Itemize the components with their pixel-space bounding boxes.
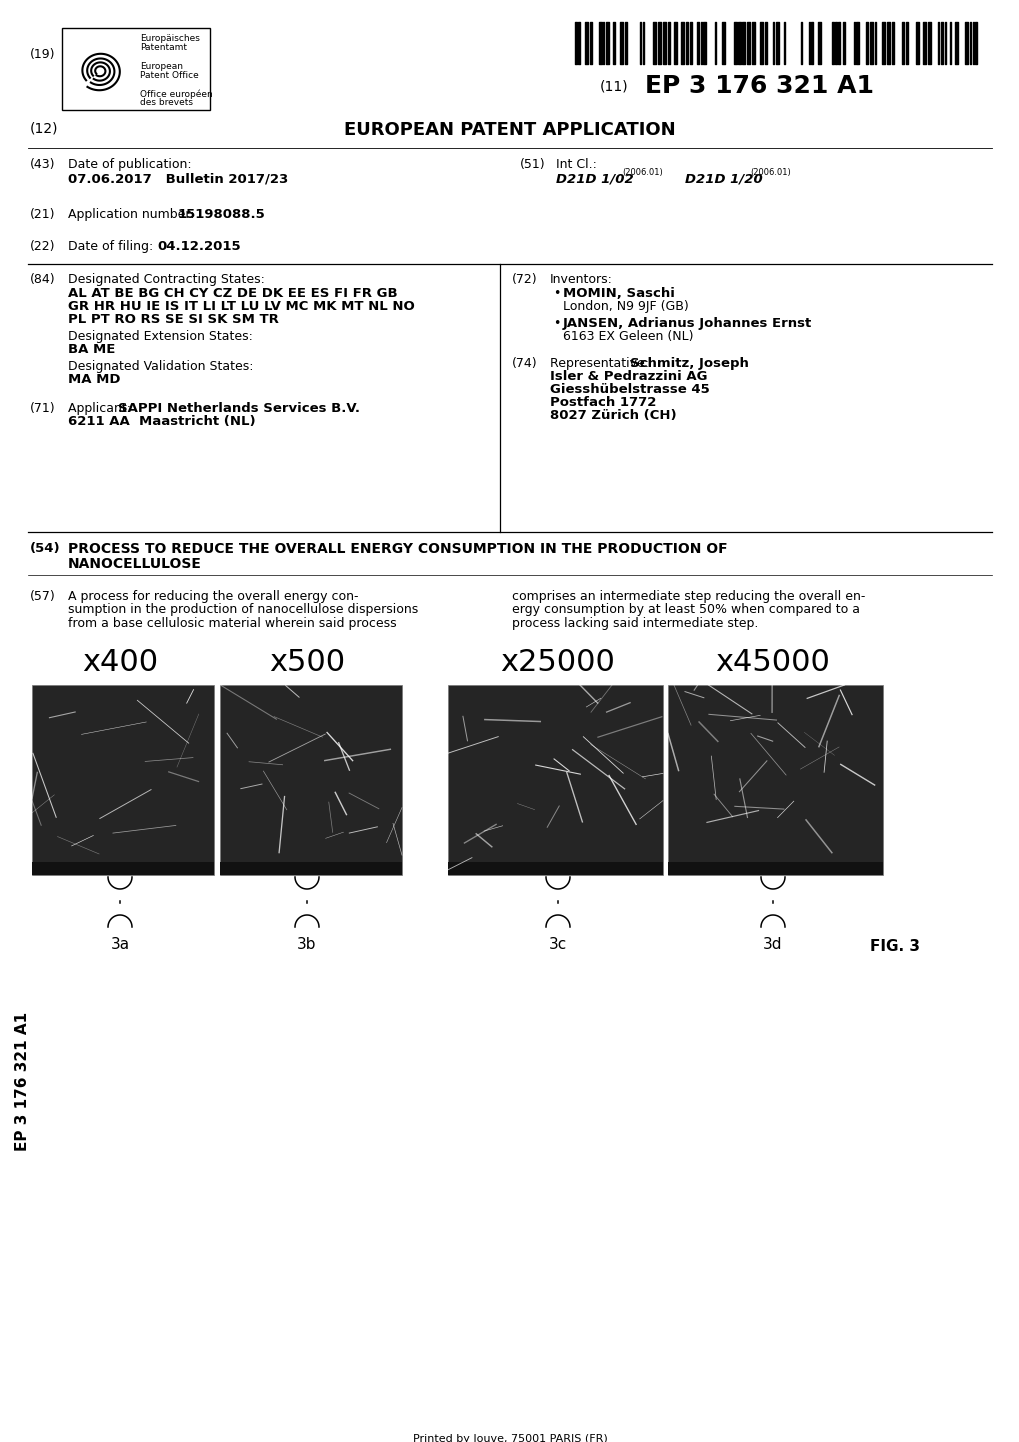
- Text: Office européen: Office européen: [140, 89, 213, 98]
- Text: (21): (21): [30, 208, 55, 221]
- Text: MA MD: MA MD: [68, 373, 120, 386]
- Text: D21D 1/02: D21D 1/02: [555, 172, 633, 185]
- Text: Date of filing:: Date of filing:: [68, 239, 153, 252]
- Text: GR HR HU IE IS IT LI LT LU LV MC MK MT NL NO: GR HR HU IE IS IT LI LT LU LV MC MK MT N…: [68, 300, 415, 313]
- Text: Designated Extension States:: Designated Extension States:: [68, 330, 253, 343]
- Text: Patentamt: Patentamt: [140, 43, 186, 52]
- Text: from a base cellulosic material wherein said process: from a base cellulosic material wherein …: [68, 617, 396, 630]
- Text: Giesshübelstrasse 45: Giesshübelstrasse 45: [549, 384, 709, 397]
- Bar: [667, 862, 882, 875]
- Bar: [220, 862, 401, 875]
- Text: London, N9 9JF (GB): London, N9 9JF (GB): [562, 300, 688, 313]
- Text: NANOCELLULOSE: NANOCELLULOSE: [68, 557, 202, 571]
- Text: 3b: 3b: [297, 937, 317, 952]
- Text: (72): (72): [512, 273, 537, 286]
- Text: Schmitz, Joseph: Schmitz, Joseph: [630, 358, 748, 371]
- Text: (71): (71): [30, 402, 56, 415]
- Text: (54): (54): [30, 542, 60, 555]
- Text: (22): (22): [30, 239, 55, 252]
- Bar: [447, 685, 662, 875]
- Text: 6211 AA  Maastricht (NL): 6211 AA Maastricht (NL): [68, 415, 256, 428]
- Text: FIG. 3: FIG. 3: [869, 939, 919, 955]
- Text: Designated Validation States:: Designated Validation States:: [68, 360, 254, 373]
- Text: 04.12.2015: 04.12.2015: [157, 239, 240, 252]
- Text: (74): (74): [512, 358, 537, 371]
- Bar: [32, 685, 214, 875]
- Text: (43): (43): [30, 159, 55, 172]
- Text: JANSEN, Adrianus Johannes Ernst: JANSEN, Adrianus Johannes Ernst: [562, 317, 811, 330]
- Text: Date of publication:: Date of publication:: [68, 159, 192, 172]
- Text: x45000: x45000: [715, 647, 829, 676]
- Text: PL PT RO RS SE SI SK SM TR: PL PT RO RS SE SI SK SM TR: [68, 313, 278, 326]
- Text: European: European: [140, 62, 182, 71]
- Text: (19): (19): [30, 48, 55, 61]
- Text: 8027 Zürich (CH): 8027 Zürich (CH): [549, 410, 676, 423]
- Text: 3a: 3a: [110, 937, 129, 952]
- Bar: [220, 685, 401, 875]
- Text: BA ME: BA ME: [68, 343, 115, 356]
- Text: 3c: 3c: [548, 937, 567, 952]
- Text: Int Cl.:: Int Cl.:: [555, 159, 596, 172]
- Text: Postfach 1772: Postfach 1772: [549, 397, 656, 410]
- Text: Representative:: Representative:: [549, 358, 652, 371]
- Text: EP 3 176 321 A1: EP 3 176 321 A1: [644, 74, 873, 98]
- Text: PROCESS TO REDUCE THE OVERALL ENERGY CONSUMPTION IN THE PRODUCTION OF: PROCESS TO REDUCE THE OVERALL ENERGY CON…: [68, 542, 727, 557]
- Bar: [32, 862, 214, 875]
- Text: 07.06.2017   Bulletin 2017/23: 07.06.2017 Bulletin 2017/23: [68, 172, 288, 185]
- Text: (84): (84): [30, 273, 56, 286]
- Text: Isler & Pedrazzini AG: Isler & Pedrazzini AG: [549, 371, 707, 384]
- Text: ergy consumption by at least 50% when compared to a: ergy consumption by at least 50% when co…: [512, 604, 859, 617]
- Text: (2006.01): (2006.01): [622, 169, 662, 177]
- Bar: [667, 685, 882, 875]
- Text: AL AT BE BG CH CY CZ DE DK EE ES FI FR GB: AL AT BE BG CH CY CZ DE DK EE ES FI FR G…: [68, 287, 397, 300]
- Text: x25000: x25000: [500, 647, 614, 676]
- Text: process lacking said intermediate step.: process lacking said intermediate step.: [512, 617, 758, 630]
- Text: MOMIN, Saschi: MOMIN, Saschi: [562, 287, 675, 300]
- Text: Applicant:: Applicant:: [68, 402, 135, 415]
- Text: 3d: 3d: [762, 937, 782, 952]
- Text: 6163 EX Geleen (NL): 6163 EX Geleen (NL): [562, 330, 693, 343]
- Bar: [447, 862, 662, 875]
- Text: sumption in the production of nanocellulose dispersions: sumption in the production of nanocellul…: [68, 604, 418, 617]
- Text: Inventors:: Inventors:: [549, 273, 612, 286]
- Text: Europäisches: Europäisches: [140, 35, 200, 43]
- Text: •: •: [552, 287, 559, 300]
- Text: EUROPEAN PATENT APPLICATION: EUROPEAN PATENT APPLICATION: [343, 121, 676, 138]
- Bar: [62, 27, 210, 110]
- Text: x400: x400: [82, 647, 158, 676]
- Text: comprises an intermediate step reducing the overall en-: comprises an intermediate step reducing …: [512, 590, 864, 603]
- Text: (2006.01): (2006.01): [749, 169, 790, 177]
- Text: des brevets: des brevets: [140, 98, 193, 107]
- Text: x500: x500: [269, 647, 344, 676]
- Text: (51): (51): [520, 159, 545, 172]
- Text: Application number:: Application number:: [68, 208, 195, 221]
- Text: Printed by Jouve, 75001 PARIS (FR): Printed by Jouve, 75001 PARIS (FR): [413, 1433, 606, 1442]
- Text: D21D 1/20: D21D 1/20: [685, 172, 762, 185]
- Text: (12): (12): [30, 123, 58, 136]
- Text: (57): (57): [30, 590, 56, 603]
- Text: A process for reducing the overall energy con-: A process for reducing the overall energ…: [68, 590, 358, 603]
- Text: SAPPI Netherlands Services B.V.: SAPPI Netherlands Services B.V.: [118, 402, 360, 415]
- Text: Patent Office: Patent Office: [140, 71, 199, 79]
- Text: •: •: [552, 317, 559, 330]
- Text: Designated Contracting States:: Designated Contracting States:: [68, 273, 265, 286]
- Text: (11): (11): [599, 79, 628, 94]
- Text: 15198088.5: 15198088.5: [178, 208, 266, 221]
- Text: EP 3 176 321 A1: EP 3 176 321 A1: [15, 1012, 30, 1151]
